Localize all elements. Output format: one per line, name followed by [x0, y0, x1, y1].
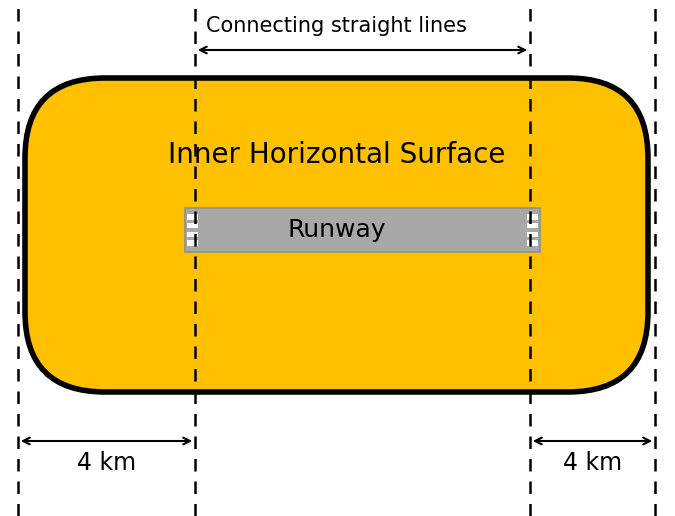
Bar	[187, 223, 198, 229]
Bar	[187, 232, 198, 237]
Bar	[527, 240, 538, 246]
Text: Connecting straight lines: Connecting straight lines	[206, 16, 467, 36]
Bar	[185, 208, 540, 252]
Text: 4 km: 4 km	[563, 451, 622, 475]
Bar	[527, 232, 538, 237]
Text: Runway: Runway	[288, 218, 385, 242]
Bar	[187, 214, 198, 220]
Bar	[527, 223, 538, 229]
Text: Inner Horizontal Surface: Inner Horizontal Surface	[168, 141, 505, 169]
Bar	[187, 240, 198, 246]
Bar	[527, 214, 538, 220]
Text: 4 km: 4 km	[77, 451, 136, 475]
FancyBboxPatch shape	[25, 78, 648, 392]
